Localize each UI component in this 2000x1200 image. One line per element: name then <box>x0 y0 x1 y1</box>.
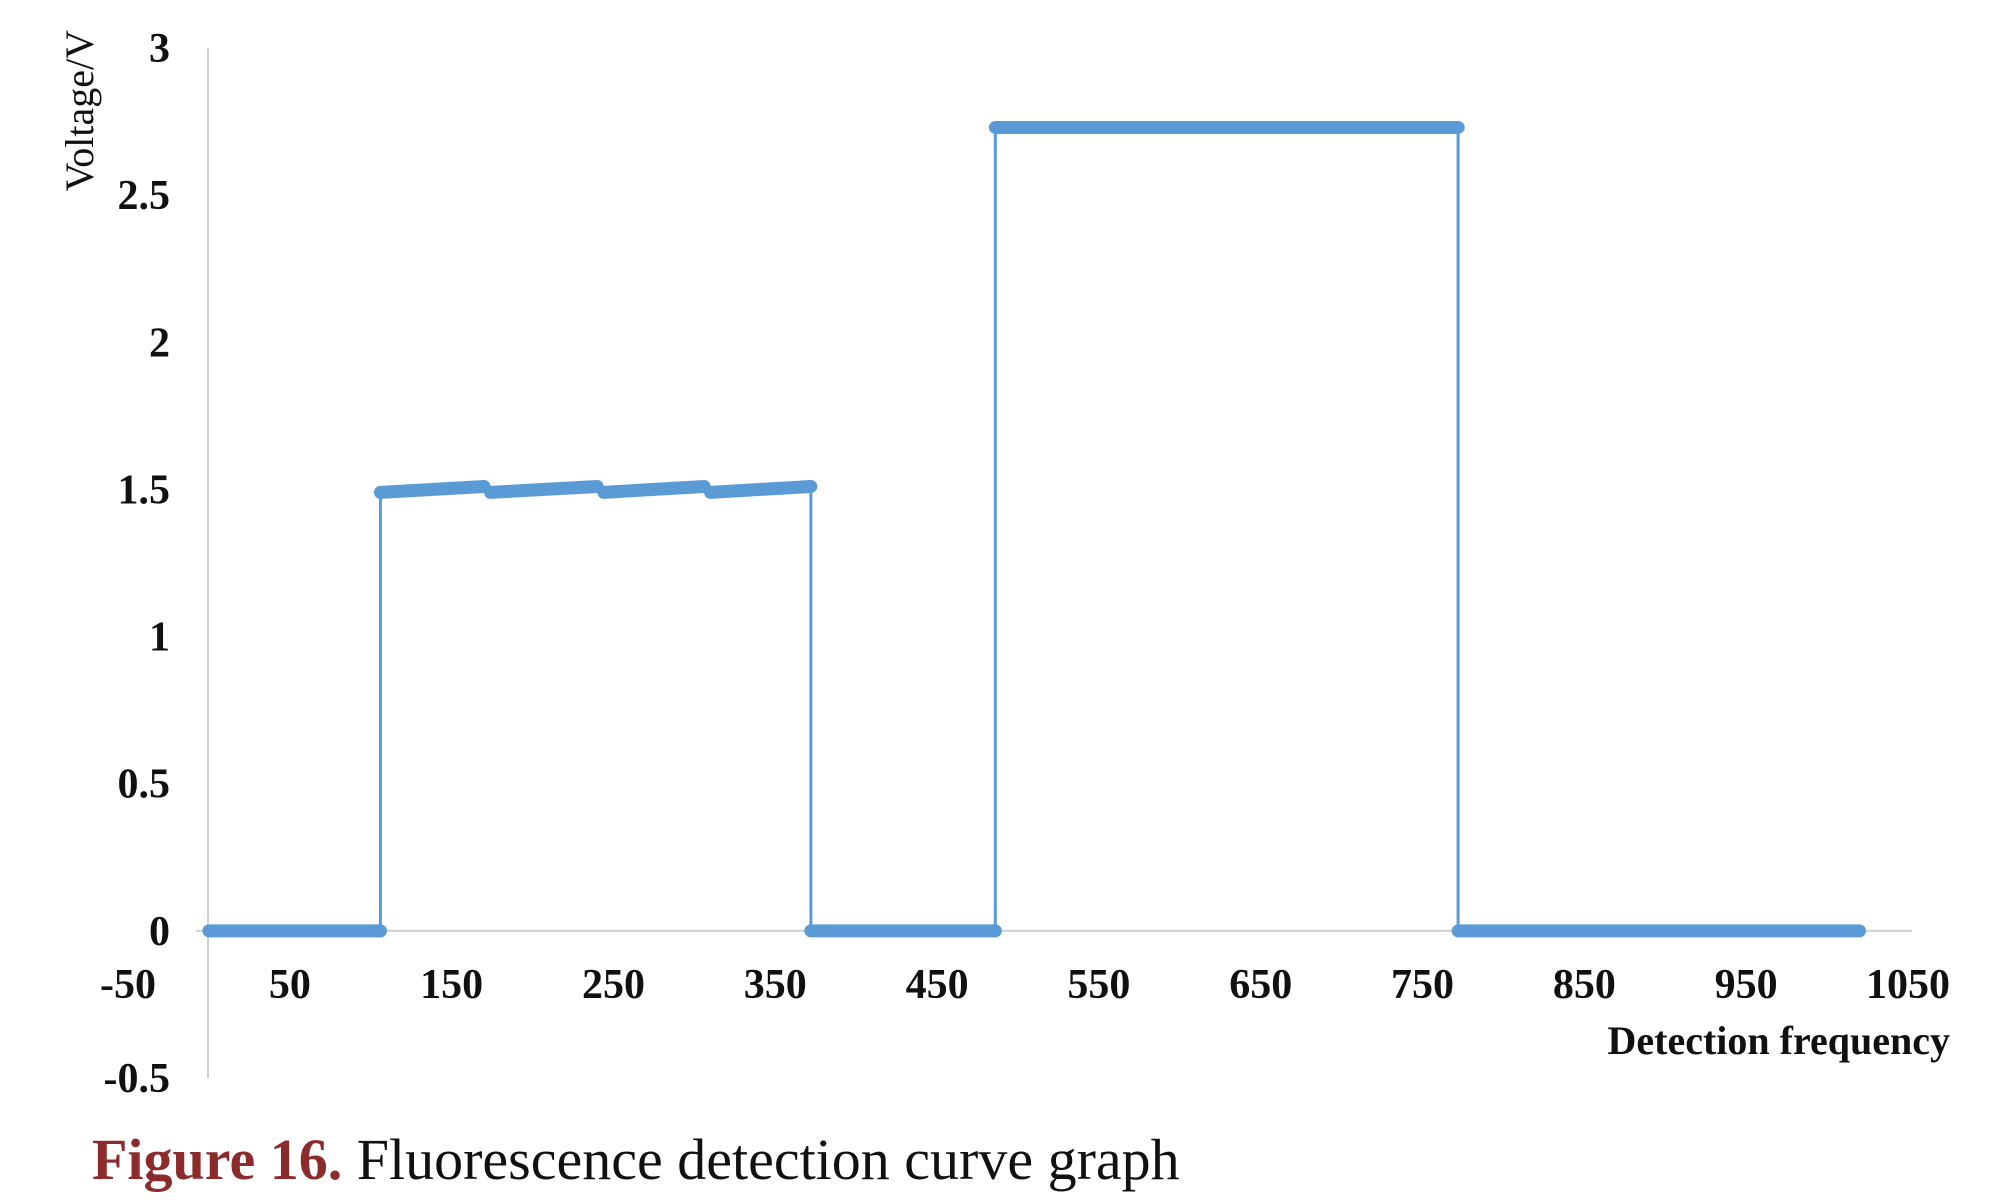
series-segment <box>597 479 711 499</box>
y-tick-label: 2.5 <box>118 173 171 219</box>
x-tick-label: 450 <box>906 962 969 1008</box>
x-tick-labels: -50 50 150 250 350 450 550 650 750 850 950 1050 <box>100 962 1950 1008</box>
x-tick-label: 350 <box>744 962 807 1008</box>
y-tick-label: 1.5 <box>118 467 171 513</box>
chart: -0.5 0 0.5 1 1.5 2 2.5 3 -50 50 150 250 350 450 550 65… <box>57 26 1951 1102</box>
y-tick-label: -0.5 <box>104 1056 171 1102</box>
y-tick-label: 3 <box>149 26 170 72</box>
figure-caption: Figure 16. Fluorescence detection curve … <box>92 1128 1180 1192</box>
series-line <box>208 126 1860 933</box>
series-segment <box>373 479 491 499</box>
x-tick-label: -50 <box>100 962 156 1008</box>
x-tick-label: 1050 <box>1866 962 1950 1008</box>
x-axis-title: Detection frequency <box>1608 1018 1951 1063</box>
y-tick-label: 1 <box>149 615 170 661</box>
x-tick-label: 750 <box>1391 962 1454 1008</box>
series-segment <box>483 479 604 499</box>
y-axis-title: Voltage/V <box>57 30 102 192</box>
x-tick-label: 950 <box>1715 962 1778 1008</box>
y-tick-label: 0.5 <box>118 762 171 808</box>
x-tick-label: 850 <box>1553 962 1616 1008</box>
x-tick-label: 550 <box>1067 962 1130 1008</box>
series-voltage <box>202 120 1866 938</box>
x-tick-label: 650 <box>1229 962 1292 1008</box>
y-tick-labels: -0.5 0 0.5 1 1.5 2 2.5 3 <box>104 26 171 1102</box>
y-tick-label: 2 <box>149 320 170 366</box>
x-tick-label: 50 <box>269 962 311 1008</box>
figure-caption-label: Figure 16. <box>92 1127 343 1192</box>
x-tick-label: 250 <box>582 962 645 1008</box>
figure-caption-text: Fluorescence detection curve graph <box>356 1127 1180 1192</box>
x-tick-label: 150 <box>420 962 483 1008</box>
series-segment <box>704 479 818 499</box>
y-tick-label: 0 <box>149 909 170 955</box>
